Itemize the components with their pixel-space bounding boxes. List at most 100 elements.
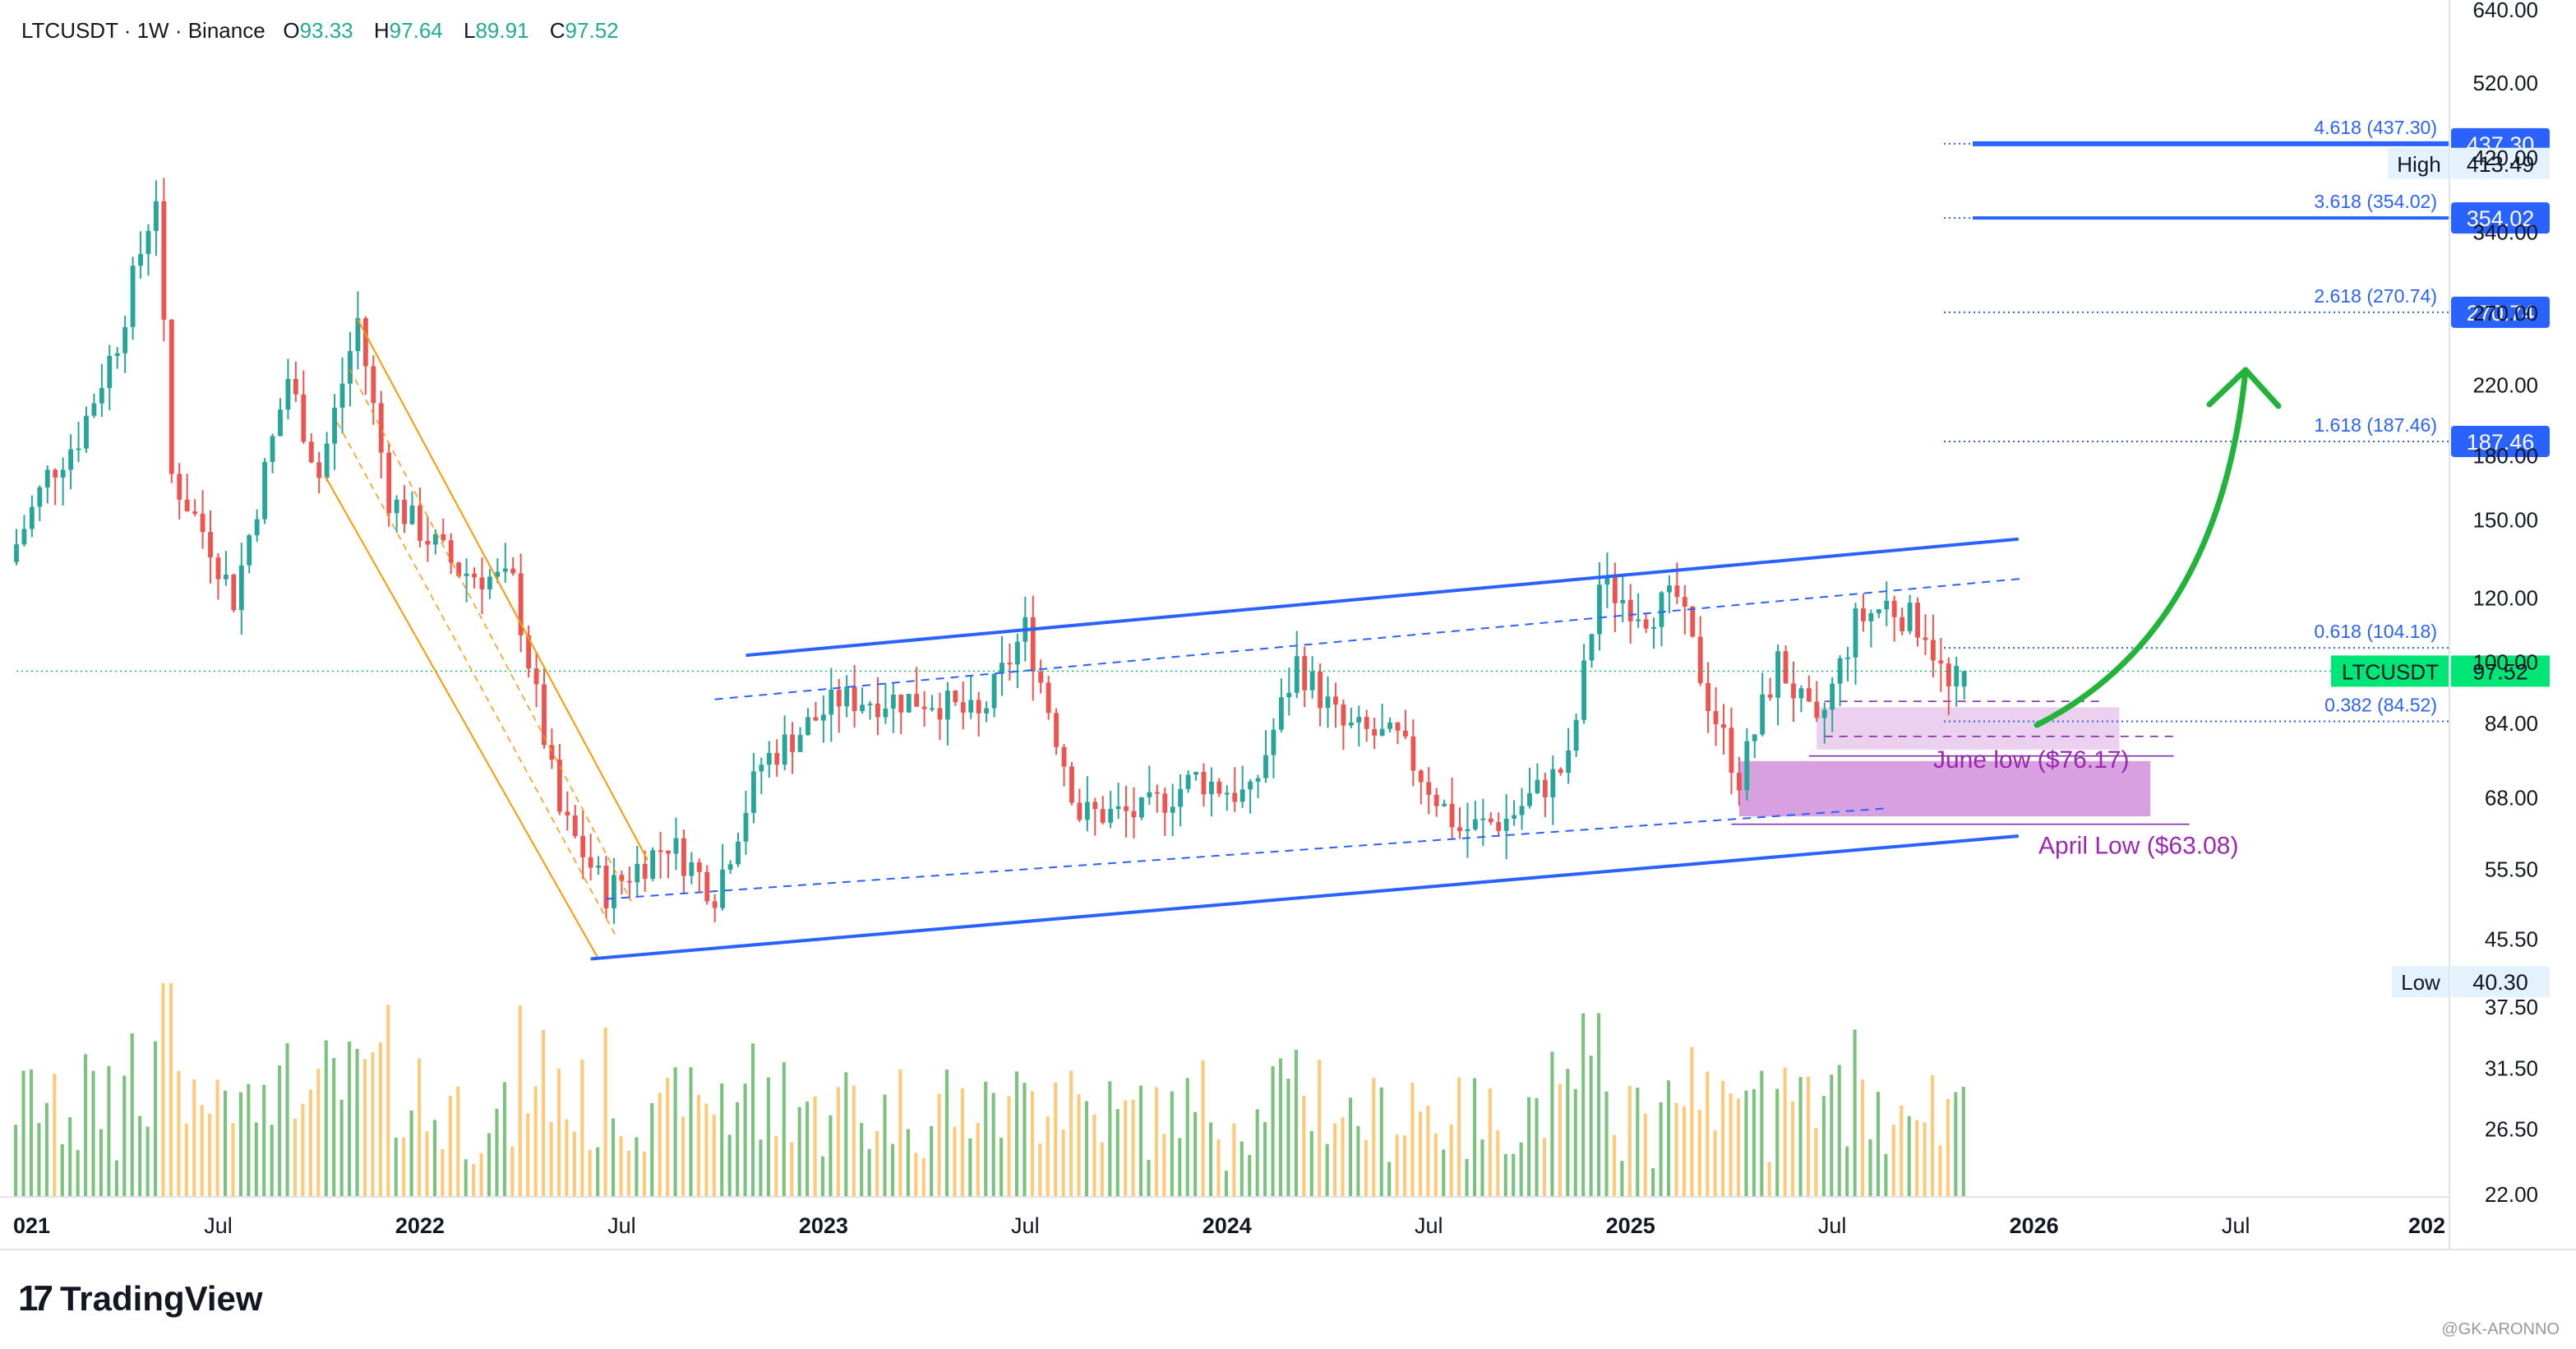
- candle-body: [860, 705, 865, 712]
- candle-body: [844, 686, 850, 707]
- volume-bar: [1604, 1091, 1609, 1197]
- candle-body: [91, 403, 97, 416]
- candle-body: [208, 532, 213, 558]
- candle-body: [1208, 781, 1214, 795]
- candle-body: [339, 383, 345, 408]
- volume-bar: [1208, 1122, 1213, 1197]
- candle-body: [285, 379, 291, 410]
- volume-bar: [635, 1137, 639, 1197]
- volume-bar: [44, 1102, 48, 1197]
- candle-body: [852, 686, 857, 712]
- candle-body: [169, 319, 174, 474]
- candle-body: [565, 811, 570, 816]
- candle-body: [588, 857, 593, 868]
- volume-bar: [526, 1113, 530, 1197]
- candle-body: [84, 415, 89, 449]
- volume-bar: [1666, 1080, 1671, 1197]
- volume-bar: [1636, 1087, 1640, 1197]
- volume-bar: [1457, 1077, 1461, 1197]
- candle-body: [1837, 658, 1843, 684]
- y-tick-label: 520.00: [2472, 71, 2538, 95]
- candle-body: [1566, 751, 1572, 774]
- volume-bar: [76, 1149, 80, 1197]
- candle-body: [1472, 819, 1478, 829]
- candle-body: [200, 513, 205, 533]
- last-price-symbol-bg: [2331, 655, 2450, 687]
- y-tick-label: 31.50: [2485, 1056, 2538, 1081]
- candle-body: [68, 449, 74, 470]
- high-marker-label: High: [2397, 152, 2440, 177]
- candle-body: [1333, 696, 1338, 705]
- candle-body: [441, 534, 446, 541]
- candle-body: [1108, 809, 1114, 823]
- candle-body: [1791, 683, 1796, 699]
- candle-body: [533, 668, 539, 685]
- volume-bar: [1092, 1114, 1096, 1197]
- support-zones: [1731, 700, 2190, 825]
- volume-bar: [1465, 1158, 1469, 1197]
- volume-bar: [1263, 1122, 1267, 1197]
- volume-bar: [1178, 1138, 1182, 1197]
- volume-bar: [1341, 1117, 1345, 1197]
- volume-bar: [681, 1116, 686, 1197]
- volume-bar: [1566, 1069, 1570, 1197]
- tradingview-brand[interactable]: 17 TradingView: [18, 1278, 263, 1319]
- close-value: 97.52: [565, 18, 619, 43]
- candle-body: [1356, 717, 1362, 723]
- fib-price-tag-bg: [2451, 202, 2550, 234]
- volume-bar: [402, 1137, 406, 1197]
- candle-body: [829, 690, 834, 715]
- volume-bar: [999, 1137, 1004, 1197]
- volume-bar: [1139, 1085, 1143, 1197]
- volume-bar: [29, 1069, 34, 1197]
- candle-body: [1821, 709, 1827, 718]
- candle-body: [619, 875, 625, 881]
- channel-upper-line: [746, 537, 2019, 658]
- volume-bar: [308, 1089, 312, 1197]
- candle-body: [1240, 789, 1245, 802]
- open-label: O: [283, 18, 300, 43]
- volume-bar: [107, 1065, 111, 1197]
- x-tick-label: Jul: [1818, 1213, 1847, 1238]
- fib-price-tag-bg: [2451, 296, 2550, 328]
- fib-price-tag: 187.46: [2467, 430, 2535, 455]
- volume-bar: [1069, 1070, 1073, 1197]
- y-tick-label: 100.00: [2472, 650, 2538, 675]
- high-marker-bg: [2388, 147, 2450, 179]
- candle-body: [432, 534, 438, 545]
- candle-body: [1946, 663, 1951, 686]
- candle-body: [890, 695, 896, 709]
- volume-bar: [1884, 1153, 1888, 1197]
- candle-body: [696, 862, 702, 872]
- volume-bar: [1224, 1171, 1228, 1197]
- candle-body: [1682, 597, 1687, 607]
- volume-bar: [774, 1135, 778, 1197]
- candle-body: [603, 866, 609, 908]
- y-tick-label: 45.50: [2485, 926, 2538, 951]
- candle-body: [145, 230, 151, 255]
- volume-bar: [914, 1153, 918, 1197]
- tradingview-logo-icon: 17: [18, 1278, 53, 1319]
- candle-body: [1387, 722, 1392, 729]
- candle-body: [1030, 617, 1036, 672]
- candle-body: [1115, 806, 1121, 810]
- volume-bar: [1046, 1116, 1050, 1197]
- volume-bar: [1697, 1110, 1701, 1197]
- y-tick-label: 120.00: [2472, 586, 2538, 611]
- candle-body: [743, 812, 749, 842]
- candle-body: [556, 759, 562, 812]
- volume-bar: [689, 1067, 693, 1197]
- volume-bar: [1589, 1056, 1593, 1197]
- candle-body: [1480, 818, 1486, 820]
- volume-bar: [1876, 1092, 1880, 1197]
- candle-body: [1503, 818, 1509, 831]
- y-tick-label: 84.00: [2485, 711, 2538, 736]
- volume-bar: [1791, 1101, 1795, 1197]
- projection-arrowhead: [2206, 367, 2282, 409]
- volume-bar: [60, 1143, 64, 1197]
- candle-body: [60, 469, 66, 478]
- candle-body: [914, 694, 920, 707]
- candle-body: [107, 355, 113, 389]
- volume-bar: [1814, 1127, 1818, 1197]
